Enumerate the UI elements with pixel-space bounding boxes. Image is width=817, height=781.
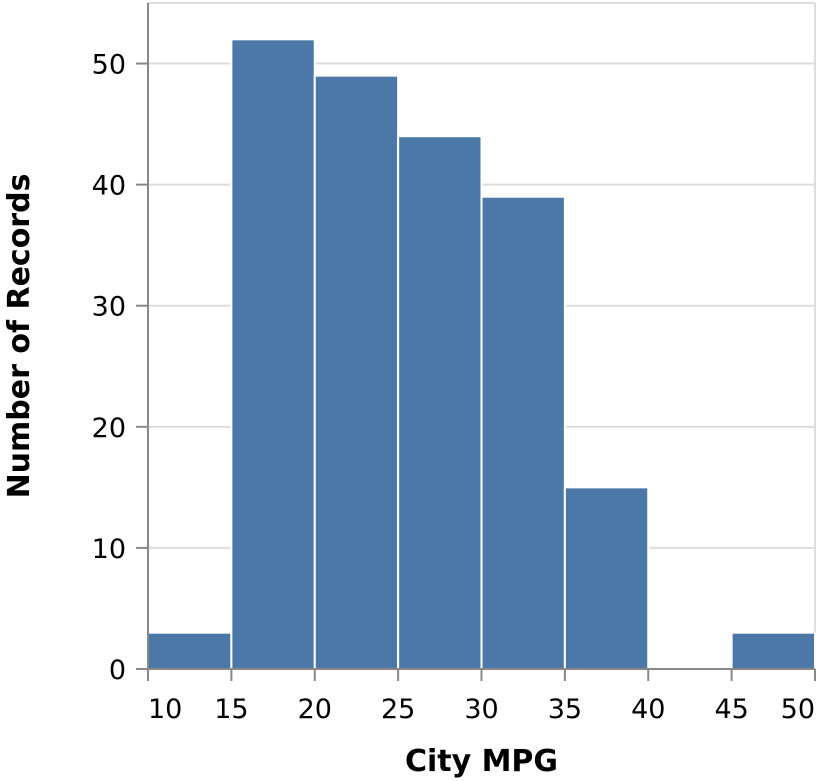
y-tick-label-30: 30 [92, 292, 126, 323]
y-tick-label-50: 50 [92, 50, 126, 81]
x-tick-label-20: 20 [298, 694, 332, 725]
x-axis-title: City MPG [405, 744, 558, 779]
y-axis-ticks: 0 10 20 30 40 50 [92, 50, 148, 686]
x-tick-label-25: 25 [381, 694, 415, 725]
bar-15-20 [230, 38, 316, 671]
bars [147, 38, 816, 671]
bar-45-50 [730, 631, 816, 671]
x-axis-ticks: 10 15 20 25 30 35 40 45 50 [147, 669, 816, 725]
bar-20-25 [313, 74, 400, 671]
y-tick-label-40: 40 [92, 171, 126, 202]
x-tick-label-35: 35 [548, 694, 582, 725]
bar-10-15 [147, 631, 233, 671]
x-tick-label-15: 15 [214, 694, 248, 725]
bar-30-35 [480, 195, 566, 670]
y-tick-label-20: 20 [92, 413, 126, 444]
x-tick-label-40: 40 [631, 694, 665, 725]
y-tick-label-10: 10 [92, 534, 126, 565]
bar-25-30 [397, 135, 483, 670]
bar-35-40 [563, 486, 650, 671]
x-tick-label-30: 30 [464, 694, 498, 725]
y-tick-label-0: 0 [109, 655, 126, 686]
x-tick-label-45: 45 [714, 694, 748, 725]
x-tick-label-10: 10 [148, 694, 182, 725]
x-tick-label-50: 50 [781, 694, 815, 725]
y-axis-title: Number of Records [2, 174, 37, 499]
